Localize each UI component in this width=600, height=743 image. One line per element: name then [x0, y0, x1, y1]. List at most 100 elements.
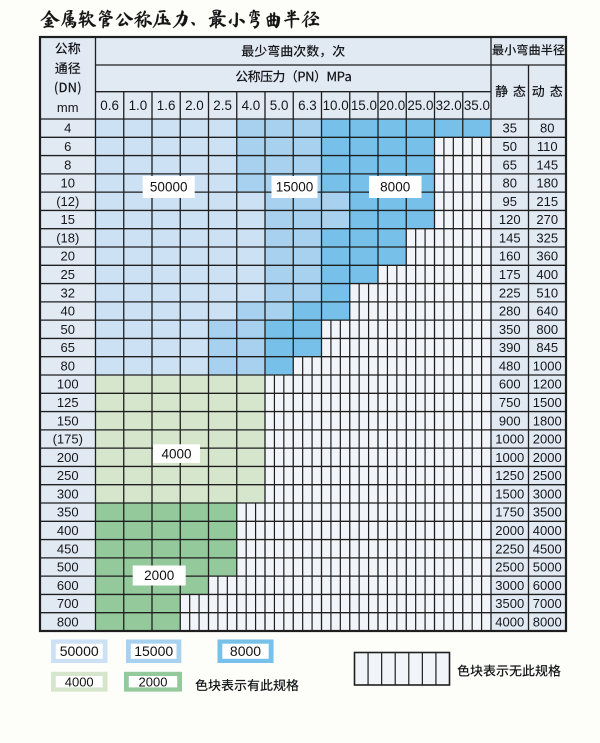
svg-text:2000: 2000 — [533, 450, 562, 465]
svg-text:800: 800 — [57, 614, 79, 629]
svg-text:80: 80 — [540, 121, 554, 136]
svg-text:6: 6 — [64, 139, 71, 154]
svg-text:10: 10 — [61, 176, 75, 191]
svg-text:1500: 1500 — [495, 486, 524, 501]
svg-text:95: 95 — [503, 194, 517, 209]
svg-text:8000: 8000 — [380, 180, 410, 195]
svg-text:3000: 3000 — [495, 578, 524, 593]
svg-text:350: 350 — [499, 322, 521, 337]
svg-text:390: 390 — [499, 340, 521, 355]
svg-text:270: 270 — [536, 212, 558, 227]
svg-text:2000: 2000 — [139, 674, 168, 689]
svg-text:225: 225 — [499, 285, 521, 300]
svg-text:1000: 1000 — [495, 432, 524, 447]
svg-text:2250: 2250 — [495, 541, 524, 556]
svg-text:8: 8 — [64, 157, 71, 172]
svg-text:32: 32 — [61, 285, 75, 300]
svg-text:2500: 2500 — [533, 468, 562, 483]
svg-text:200: 200 — [57, 450, 79, 465]
svg-text:700: 700 — [57, 596, 79, 611]
svg-text:35.0: 35.0 — [464, 98, 490, 113]
svg-text:100: 100 — [57, 377, 79, 392]
svg-text:1250: 1250 — [495, 468, 524, 483]
svg-text:4: 4 — [64, 121, 71, 136]
svg-text:65: 65 — [503, 157, 517, 172]
svg-text:175: 175 — [499, 267, 521, 282]
svg-text:80: 80 — [61, 358, 75, 373]
svg-text:80: 80 — [503, 176, 517, 191]
svg-text:1200: 1200 — [533, 377, 562, 392]
svg-text:32.0: 32.0 — [436, 98, 462, 113]
svg-text:280: 280 — [499, 304, 521, 319]
svg-text:3000: 3000 — [533, 486, 562, 501]
svg-text:110: 110 — [537, 139, 558, 154]
svg-text:900: 900 — [499, 413, 521, 428]
svg-text:6000: 6000 — [533, 578, 562, 593]
svg-text:15000: 15000 — [134, 643, 173, 659]
svg-text:(18): (18) — [56, 230, 79, 245]
svg-text:250: 250 — [57, 468, 79, 483]
svg-text:125: 125 — [57, 395, 79, 410]
svg-text:600: 600 — [57, 578, 79, 593]
svg-text:4000: 4000 — [533, 523, 562, 538]
svg-text:1500: 1500 — [533, 395, 562, 410]
svg-text:2000: 2000 — [495, 523, 524, 538]
svg-text:50: 50 — [503, 139, 517, 154]
svg-text:350: 350 — [57, 505, 79, 520]
svg-text:400: 400 — [536, 267, 558, 282]
svg-text:8000: 8000 — [230, 643, 261, 659]
svg-text:2.5: 2.5 — [213, 98, 232, 113]
svg-text:50: 50 — [61, 322, 75, 337]
svg-text:215: 215 — [536, 194, 558, 209]
svg-text:2.0: 2.0 — [185, 98, 204, 113]
svg-text:450: 450 — [57, 541, 79, 556]
svg-text:mm: mm — [57, 100, 79, 115]
svg-text:4.0: 4.0 — [242, 98, 261, 113]
svg-text:400: 400 — [57, 523, 79, 538]
svg-text:65: 65 — [61, 340, 75, 355]
svg-text:15.0: 15.0 — [351, 98, 377, 113]
svg-text:4000: 4000 — [495, 614, 524, 629]
svg-text:1800: 1800 — [533, 413, 562, 428]
svg-text:120: 120 — [499, 212, 521, 227]
svg-text:1.0: 1.0 — [129, 98, 148, 113]
svg-text:7000: 7000 — [533, 596, 562, 611]
svg-text:(175): (175) — [53, 432, 83, 447]
svg-text:500: 500 — [57, 560, 79, 575]
svg-text:4500: 4500 — [533, 541, 562, 556]
svg-text:5.0: 5.0 — [270, 98, 289, 113]
svg-text:845: 845 — [536, 340, 558, 355]
svg-text:2000: 2000 — [533, 432, 562, 447]
svg-text:5000: 5000 — [533, 560, 562, 575]
svg-text:3500: 3500 — [533, 505, 562, 520]
svg-text:160: 160 — [499, 249, 521, 264]
svg-text:35: 35 — [503, 121, 517, 136]
svg-text:50000: 50000 — [60, 643, 99, 659]
svg-text:640: 640 — [536, 304, 558, 319]
svg-text:50000: 50000 — [150, 180, 188, 195]
svg-text:510: 510 — [536, 285, 558, 300]
svg-text:2000: 2000 — [144, 568, 174, 583]
svg-text:600: 600 — [499, 377, 521, 392]
svg-text:20: 20 — [61, 249, 75, 264]
svg-text:1750: 1750 — [495, 505, 524, 520]
svg-text:150: 150 — [57, 413, 79, 428]
svg-text:15: 15 — [61, 212, 75, 227]
svg-text:25: 25 — [61, 267, 75, 282]
svg-text:6.3: 6.3 — [298, 98, 317, 113]
svg-text:1000: 1000 — [533, 358, 562, 373]
svg-text:325: 325 — [536, 230, 558, 245]
svg-text:800: 800 — [536, 322, 558, 337]
svg-text:10.0: 10.0 — [323, 98, 349, 113]
svg-text:0.6: 0.6 — [100, 98, 119, 113]
svg-text:4000: 4000 — [161, 446, 191, 461]
svg-text:750: 750 — [499, 395, 521, 410]
svg-text:300: 300 — [57, 486, 79, 501]
svg-text:1.6: 1.6 — [157, 98, 176, 113]
svg-text:15000: 15000 — [276, 180, 314, 195]
svg-text:25.0: 25.0 — [407, 98, 433, 113]
svg-text:180: 180 — [536, 176, 558, 191]
svg-text:40: 40 — [61, 304, 75, 319]
svg-text:360: 360 — [536, 249, 558, 264]
svg-text:1000: 1000 — [495, 450, 524, 465]
